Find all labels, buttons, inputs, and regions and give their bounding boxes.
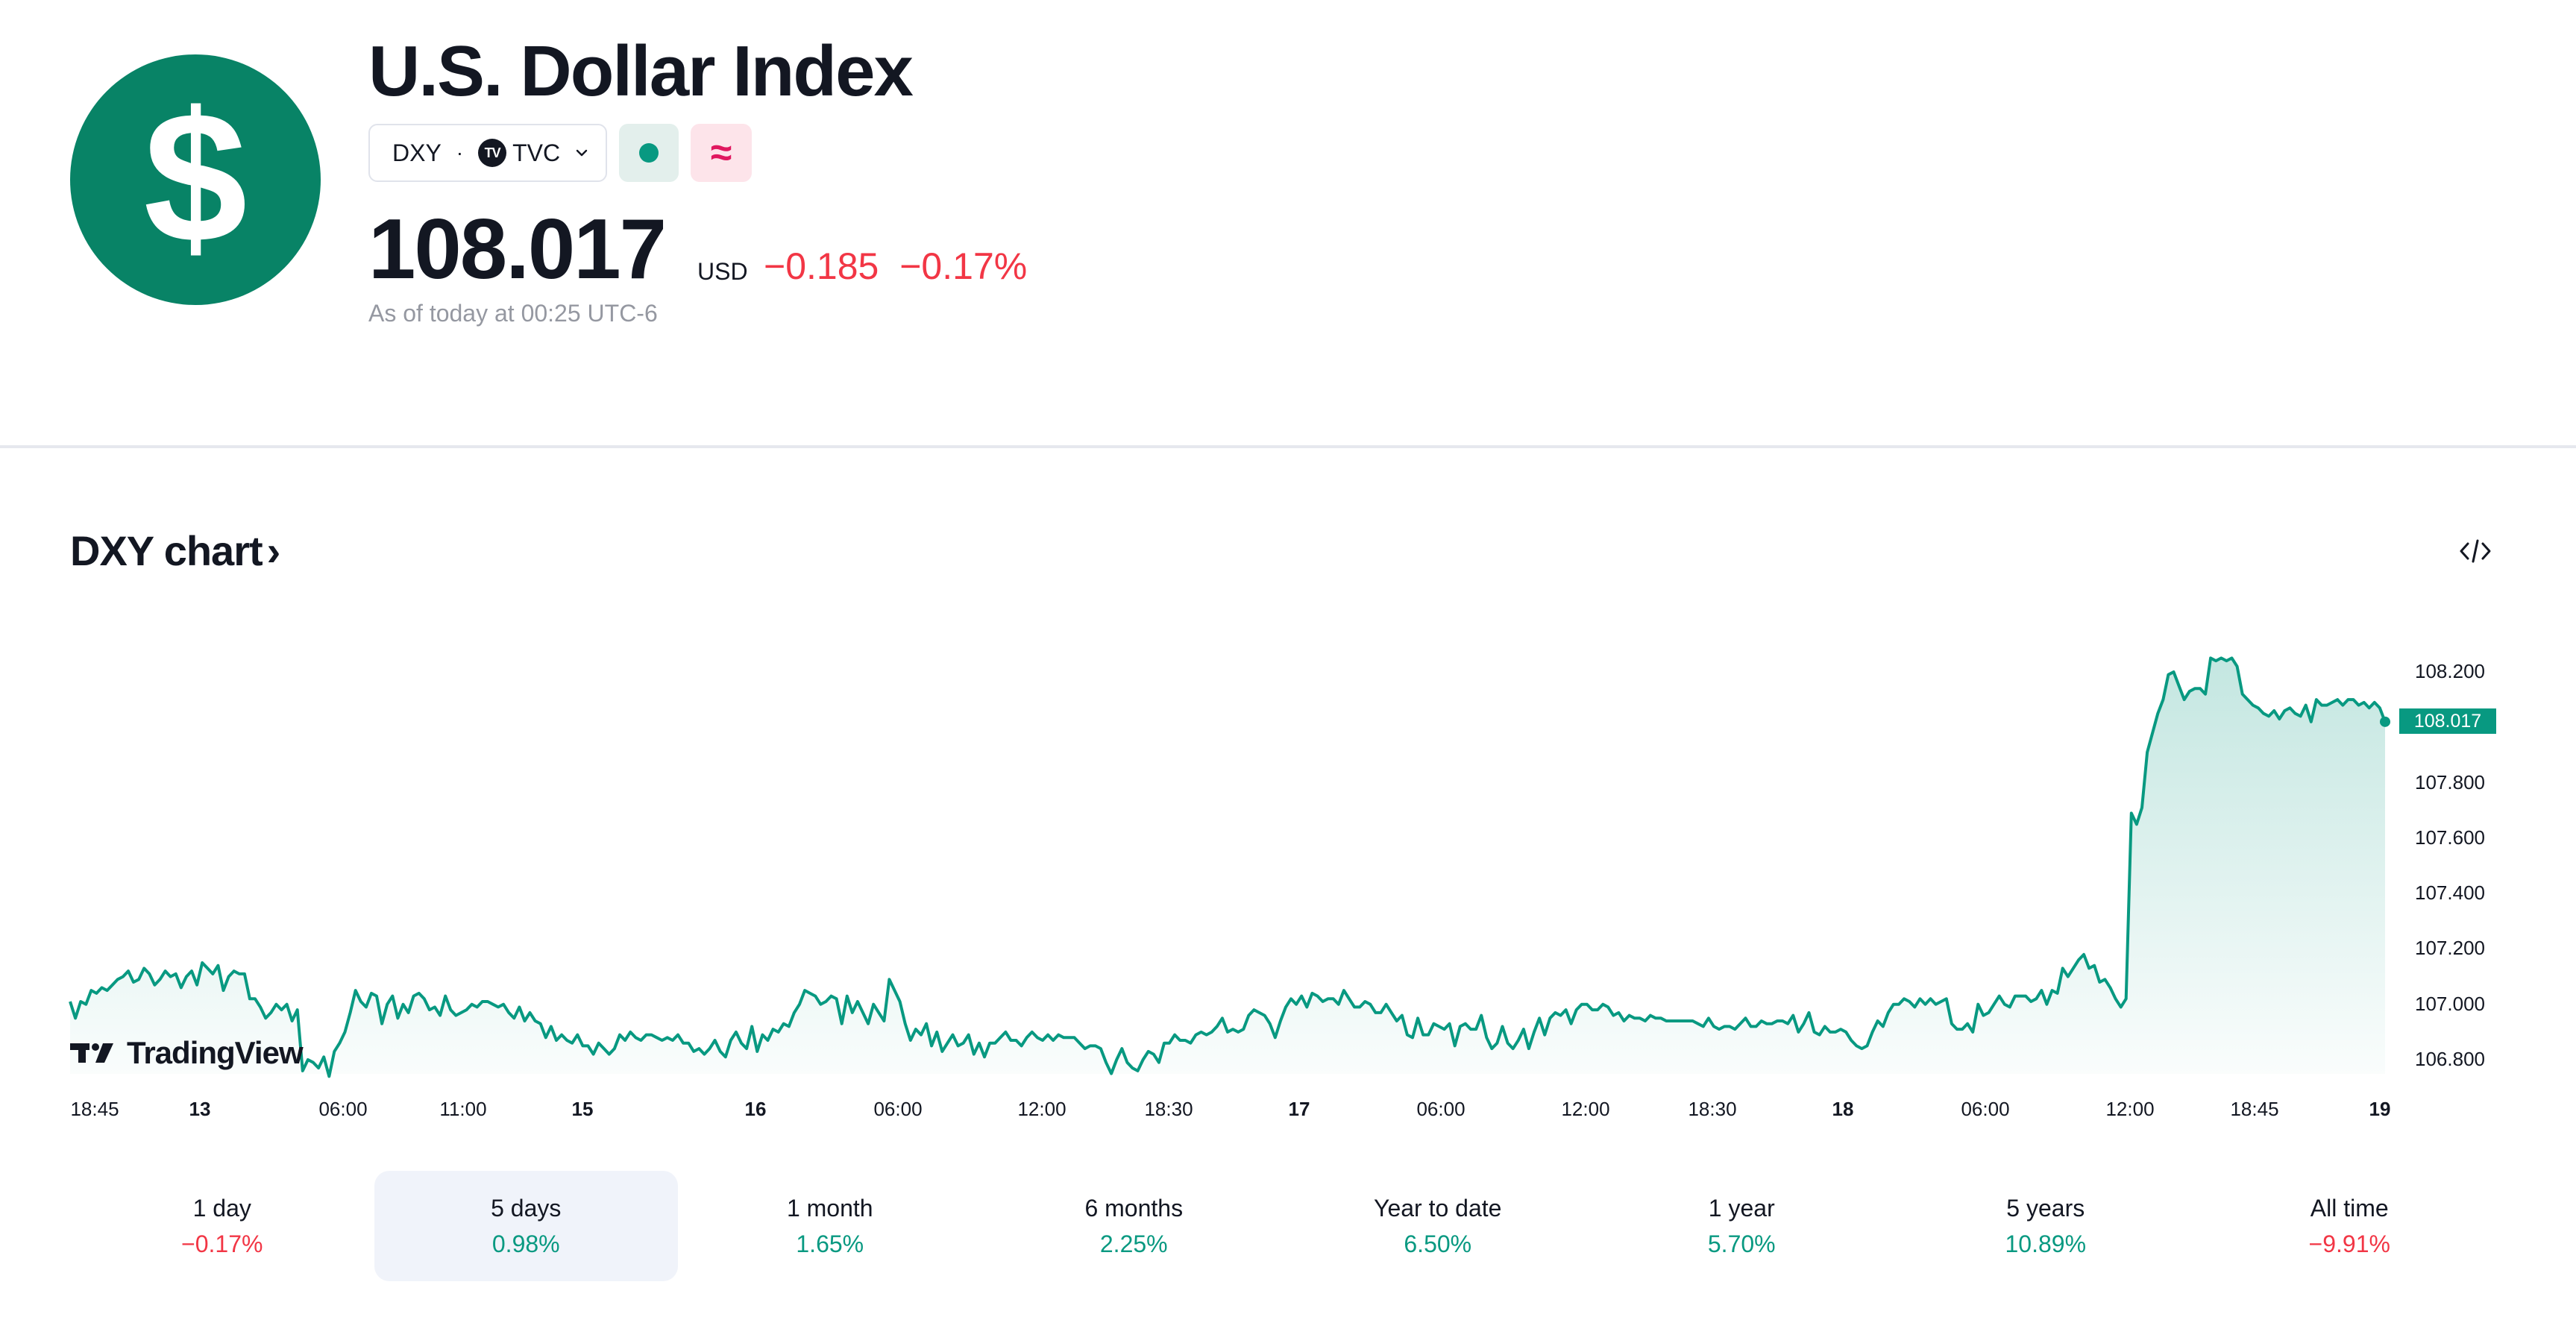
x-tick-label: 18:30 (1688, 1098, 1737, 1120)
y-tick-label: 107.600 (2415, 826, 2485, 849)
x-tick-label: 18:45 (2230, 1098, 2279, 1120)
dollar-logo: $ (70, 54, 321, 305)
y-tick-label: 107.000 (2415, 992, 2485, 1015)
delay-icon: ≈ (710, 131, 732, 175)
exchange-name: TVC (512, 139, 561, 166)
market-status-button[interactable] (619, 124, 679, 182)
x-tick-label: 06:00 (318, 1098, 368, 1120)
period-change: 5.70% (1707, 1230, 1776, 1257)
period-tab[interactable]: Year to date 6.50% (1286, 1171, 1590, 1281)
price-chart[interactable] (0, 626, 2576, 1134)
period-tab[interactable]: 1 day −0.17% (70, 1171, 374, 1281)
period-change: −0.17% (181, 1230, 263, 1257)
x-tick-label: 13 (189, 1098, 211, 1120)
as-of-timestamp: As of today at 00:25 UTC-6 (368, 300, 658, 327)
period-change: 0.98% (491, 1230, 560, 1257)
period-label: Year to date (1374, 1195, 1502, 1222)
x-tick-label: 06:00 (1416, 1098, 1466, 1120)
period-change: 2.25% (1099, 1230, 1168, 1257)
separator: · (456, 141, 464, 164)
period-tab[interactable]: 6 months 2.25% (982, 1171, 1287, 1281)
dollar-sign-icon: $ (143, 73, 248, 281)
period-label: 1 year (1708, 1195, 1775, 1222)
x-tick-label: 11:00 (439, 1098, 487, 1120)
period-label: 6 months (1084, 1195, 1184, 1222)
currency-label: USD (697, 258, 748, 285)
x-tick-label: 12:00 (1561, 1098, 1610, 1120)
chevron-down-icon (576, 149, 588, 157)
x-tick-label: 18 (1832, 1098, 1854, 1120)
period-label: 5 days (491, 1195, 562, 1222)
chart-title-link[interactable]: DXY chart › (70, 527, 280, 575)
x-tick-label: 18:45 (70, 1098, 119, 1120)
period-label: 1 day (192, 1195, 251, 1222)
period-change: 1.65% (796, 1230, 864, 1257)
x-tick-label: 06:00 (873, 1098, 923, 1120)
period-change: 10.89% (2005, 1230, 2087, 1257)
period-label: All time (2310, 1195, 2389, 1222)
period-label: 1 month (786, 1195, 873, 1222)
last-price-dot (2380, 716, 2390, 727)
period-change: 6.50% (1404, 1230, 1472, 1257)
y-tick-label: 108.200 (2415, 660, 2485, 682)
x-tick-label: 12:00 (2105, 1098, 2155, 1120)
period-tab[interactable]: 5 years 10.89% (1894, 1171, 2198, 1281)
market-open-dot-icon (639, 143, 659, 163)
x-tick-label: 12:00 (1017, 1098, 1066, 1120)
period-tab[interactable]: 1 month 1.65% (678, 1171, 982, 1281)
x-tick-label: 17 (1288, 1098, 1310, 1120)
tradingview-logo-text: TradingView (127, 1035, 304, 1070)
x-tick-label: 15 (571, 1098, 594, 1120)
y-tick-label: 107.800 (2415, 770, 2485, 793)
x-tick-label: 18:30 (1144, 1098, 1193, 1120)
period-tab[interactable]: All time −9.91% (2198, 1171, 2502, 1281)
price-area-fill (70, 658, 2385, 1077)
change-absolute: −0.185 (764, 245, 879, 287)
page-title: U.S. Dollar Index (368, 31, 914, 111)
x-tick-label: 19 (2369, 1098, 2391, 1120)
x-tick-label: 06:00 (1961, 1098, 2010, 1120)
period-tab[interactable]: 5 days 0.98% (374, 1171, 678, 1281)
period-tab[interactable]: 1 year 5.70% (1590, 1171, 1894, 1281)
change-percent: −0.17% (899, 245, 1028, 287)
embed-code-icon[interactable] (2458, 534, 2492, 568)
y-tick-label: 106.800 (2415, 1048, 2485, 1070)
y-tick-label: 107.400 (2415, 881, 2485, 905)
symbol-selector[interactable]: DXY · TV TVC (368, 124, 607, 182)
period-label: 5 years (2006, 1195, 2085, 1222)
last-price: 108.017 (368, 202, 667, 297)
tradingview-logo[interactable]: TradingView (70, 1035, 304, 1071)
last-price-tag: 108.017 (2399, 708, 2496, 734)
section-divider (0, 445, 2576, 448)
chart-title-text: DXY chart (70, 527, 263, 574)
symbol-ticker: DXY (392, 139, 442, 166)
chevron-right-icon: › (266, 527, 281, 574)
period-selector: 1 day −0.17% 5 days 0.98% 1 month 1.65% 6 mont… (70, 1171, 2501, 1281)
y-tick-label: 107.200 (2415, 937, 2485, 960)
price-line (69, 656, 2387, 1078)
period-change: −9.91% (2308, 1230, 2390, 1257)
price-change: −0.185 −0.17% (764, 245, 1027, 288)
exchange-badge-icon: TV (478, 139, 507, 167)
x-tick-label: 16 (744, 1098, 767, 1120)
delayed-data-button[interactable]: ≈ (691, 124, 752, 182)
tradingview-logo-icon (70, 1043, 113, 1063)
